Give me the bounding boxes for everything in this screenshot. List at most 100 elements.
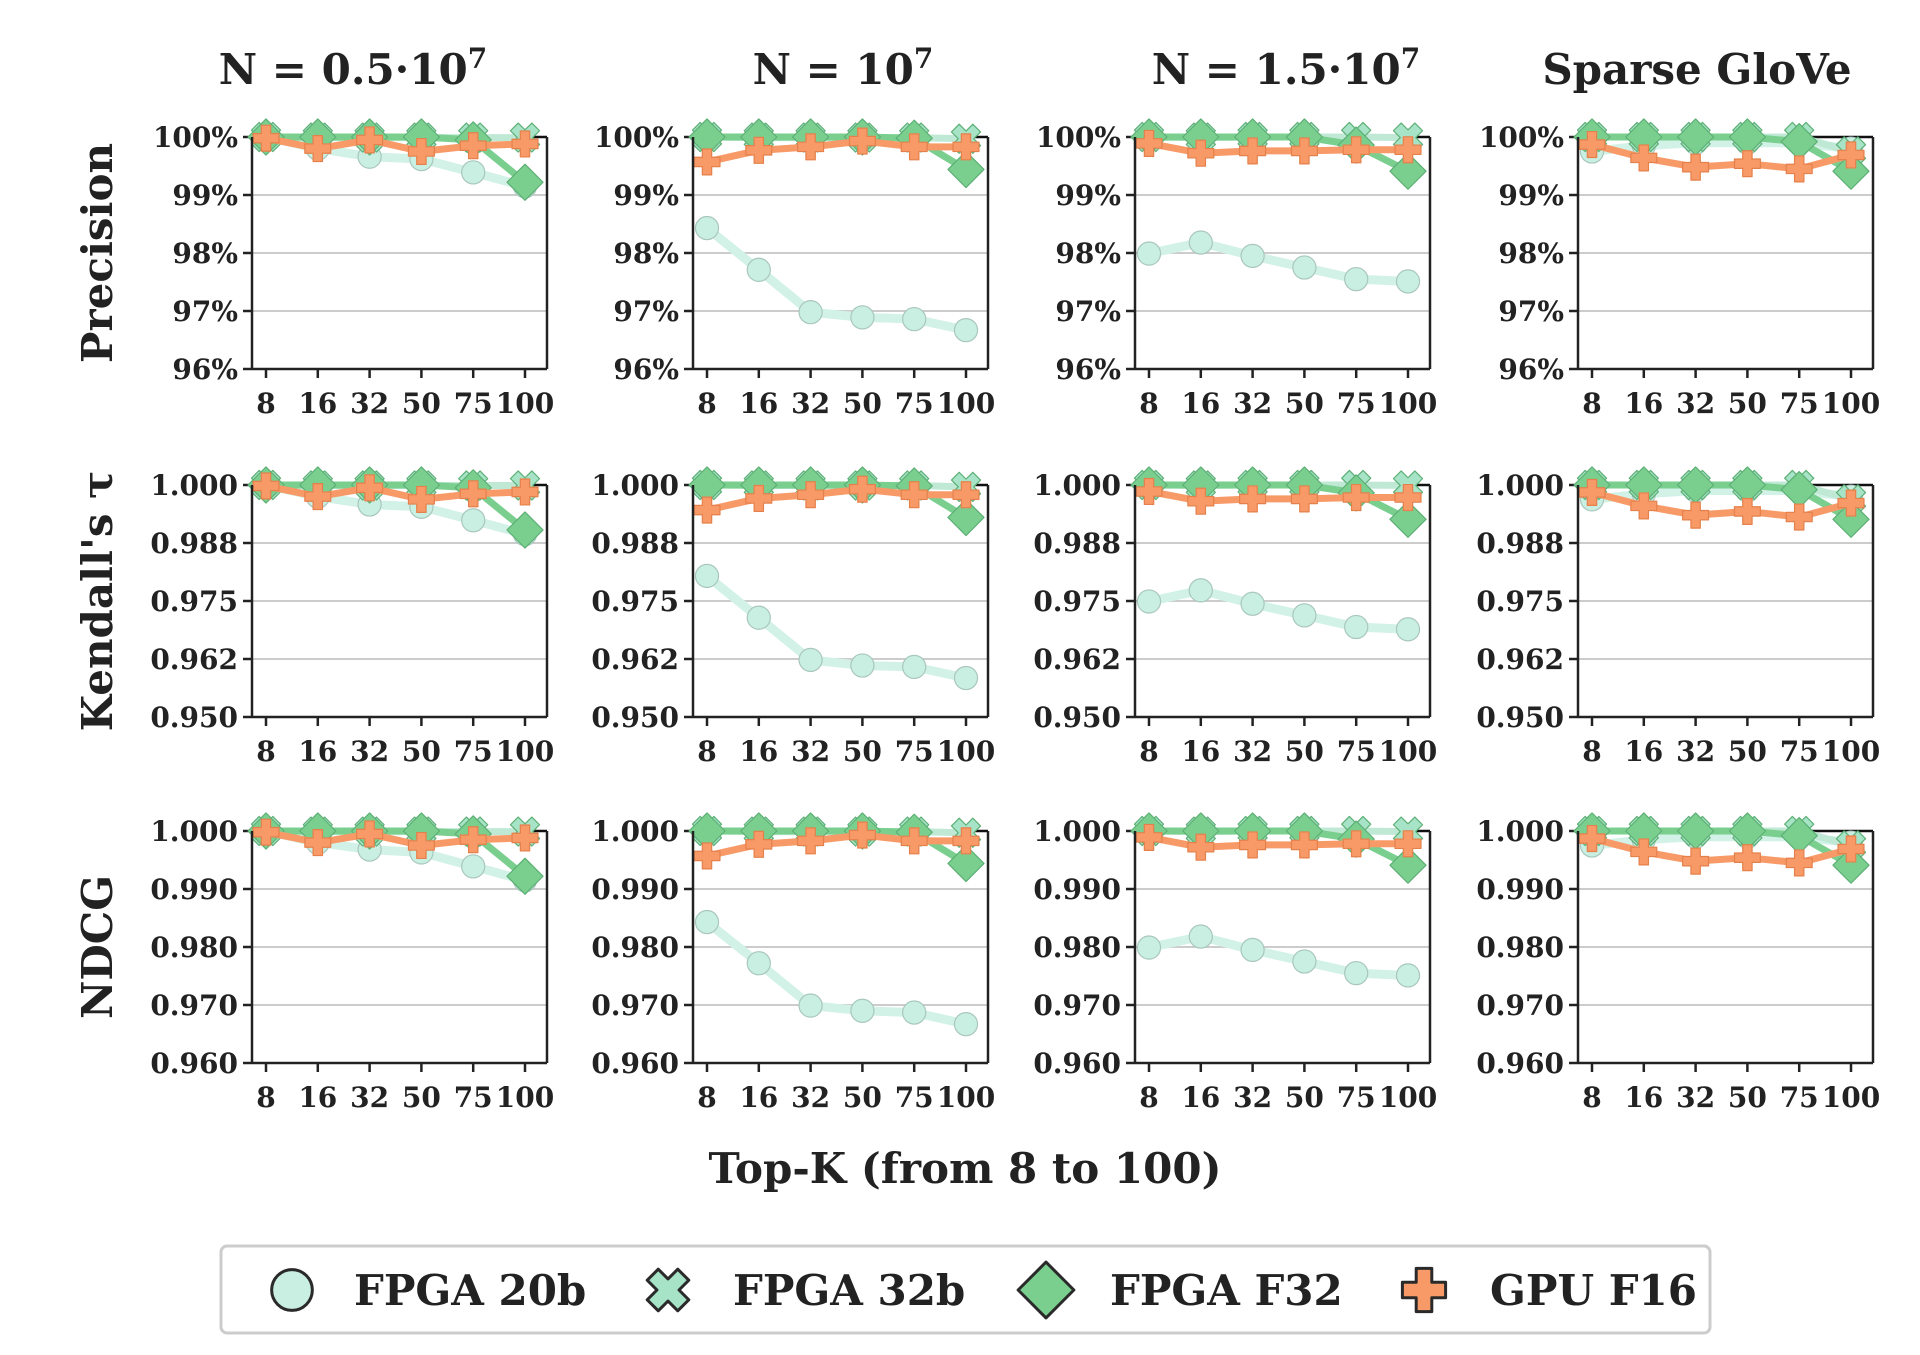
- y-tick-label: 100%: [1479, 121, 1564, 154]
- data-point: [1396, 618, 1419, 641]
- y-tick-label: 100%: [1036, 121, 1121, 154]
- x-tick-label: 8: [1139, 1081, 1158, 1114]
- y-tick-label: 0.962: [1476, 643, 1564, 676]
- data-point: [799, 301, 822, 324]
- data-point: [1345, 962, 1368, 985]
- x-tick-label: 16: [1624, 735, 1663, 768]
- x-tick-label: 16: [298, 1081, 337, 1114]
- row-label: NDCG: [73, 875, 122, 1019]
- x-tick-label: 32: [350, 735, 389, 768]
- data-point: [1189, 579, 1212, 602]
- x-tick-label: 100: [1822, 735, 1880, 768]
- x-tick-label: 50: [402, 735, 441, 768]
- y-tick-label: 98%: [1498, 237, 1564, 270]
- x-tick-label: 8: [1582, 387, 1601, 420]
- column-title: Sparse GloVe: [1542, 45, 1851, 94]
- x-tick-label: 16: [739, 387, 778, 420]
- x-tick-label: 50: [843, 387, 882, 420]
- y-tick-label: 1.000: [150, 469, 238, 502]
- x-tick-label: 16: [739, 1081, 778, 1114]
- x-tick-label: 75: [895, 387, 934, 420]
- x-tick-label: 50: [1285, 735, 1324, 768]
- y-tick-label: 1.000: [591, 469, 679, 502]
- x-tick-label: 75: [454, 735, 493, 768]
- x-tick-label: 100: [1822, 387, 1880, 420]
- x-tick-label: 100: [496, 735, 554, 768]
- data-point: [747, 952, 770, 975]
- x-tick-label: 32: [350, 1081, 389, 1114]
- data-point: [1241, 938, 1264, 961]
- data-point: [1396, 270, 1419, 293]
- x-tick-label: 75: [454, 1081, 493, 1114]
- x-tick-label: 75: [454, 387, 493, 420]
- x-tick-label: 75: [1780, 735, 1819, 768]
- x-tick-label: 16: [1181, 735, 1220, 768]
- legend-label: GPU F16: [1490, 1266, 1697, 1315]
- x-tick-label: 16: [1624, 1081, 1663, 1114]
- data-point: [1137, 936, 1160, 959]
- x-tick-label: 50: [843, 1081, 882, 1114]
- y-tick-label: 0.962: [1033, 643, 1121, 676]
- x-tick-label: 32: [350, 387, 389, 420]
- x-tick-label: 8: [1139, 735, 1158, 768]
- y-tick-label: 0.960: [1476, 1047, 1564, 1080]
- x-tick-label: 8: [1139, 387, 1158, 420]
- x-tick-label: 8: [697, 1081, 716, 1114]
- x-tick-label: 8: [256, 387, 275, 420]
- data-point: [903, 308, 926, 331]
- data-point: [799, 994, 822, 1017]
- y-tick-label: 0.988: [591, 527, 679, 560]
- y-tick-label: 0.970: [1033, 989, 1121, 1022]
- column-title: N = 1.5·107: [1152, 42, 1420, 94]
- x-tick-label: 8: [256, 1081, 275, 1114]
- x-axis-label: Top-K (from 8 to 100): [709, 1144, 1222, 1193]
- data-point: [1345, 615, 1368, 638]
- x-tick-label: 100: [937, 735, 995, 768]
- data-point: [851, 306, 874, 329]
- y-tick-label: 96%: [1055, 353, 1121, 386]
- row-label: Precision: [73, 143, 122, 363]
- x-tick-label: 50: [402, 387, 441, 420]
- y-tick-label: 0.975: [1033, 585, 1121, 618]
- data-point: [954, 319, 977, 342]
- data-point: [1396, 964, 1419, 987]
- y-tick-label: 98%: [1055, 237, 1121, 270]
- column-title: N = 0.5·107: [219, 42, 487, 94]
- y-tick-label: 0.980: [150, 931, 238, 964]
- x-tick-label: 50: [1728, 1081, 1767, 1114]
- y-tick-label: 97%: [1055, 295, 1121, 328]
- y-tick-label: 97%: [1498, 295, 1564, 328]
- y-tick-label: 1.000: [1033, 469, 1121, 502]
- legend-marker: [272, 1270, 313, 1311]
- x-tick-label: 75: [1337, 735, 1376, 768]
- y-tick-label: 0.980: [1033, 931, 1121, 964]
- data-point: [851, 999, 874, 1022]
- x-tick-label: 16: [298, 387, 337, 420]
- data-point: [695, 911, 718, 934]
- y-tick-label: 99%: [172, 179, 238, 212]
- y-tick-label: 0.988: [150, 527, 238, 560]
- row-label: Kendall's τ: [73, 471, 122, 732]
- y-tick-label: 98%: [613, 237, 679, 270]
- y-tick-label: 0.950: [591, 701, 679, 734]
- x-tick-label: 100: [937, 387, 995, 420]
- x-tick-label: 16: [1181, 1081, 1220, 1114]
- x-tick-label: 32: [1676, 387, 1715, 420]
- x-tick-label: 32: [1233, 1081, 1272, 1114]
- y-tick-label: 1.000: [591, 815, 679, 848]
- data-point: [462, 509, 485, 532]
- x-tick-label: 32: [791, 1081, 830, 1114]
- y-tick-label: 96%: [613, 353, 679, 386]
- data-point: [1137, 590, 1160, 613]
- x-tick-label: 75: [895, 735, 934, 768]
- data-point: [1189, 925, 1212, 948]
- data-point: [954, 666, 977, 689]
- x-tick-label: 75: [895, 1081, 934, 1114]
- y-tick-label: 98%: [172, 237, 238, 270]
- x-tick-label: 8: [256, 735, 275, 768]
- x-tick-label: 32: [791, 387, 830, 420]
- x-tick-label: 50: [1728, 735, 1767, 768]
- data-point: [462, 855, 485, 878]
